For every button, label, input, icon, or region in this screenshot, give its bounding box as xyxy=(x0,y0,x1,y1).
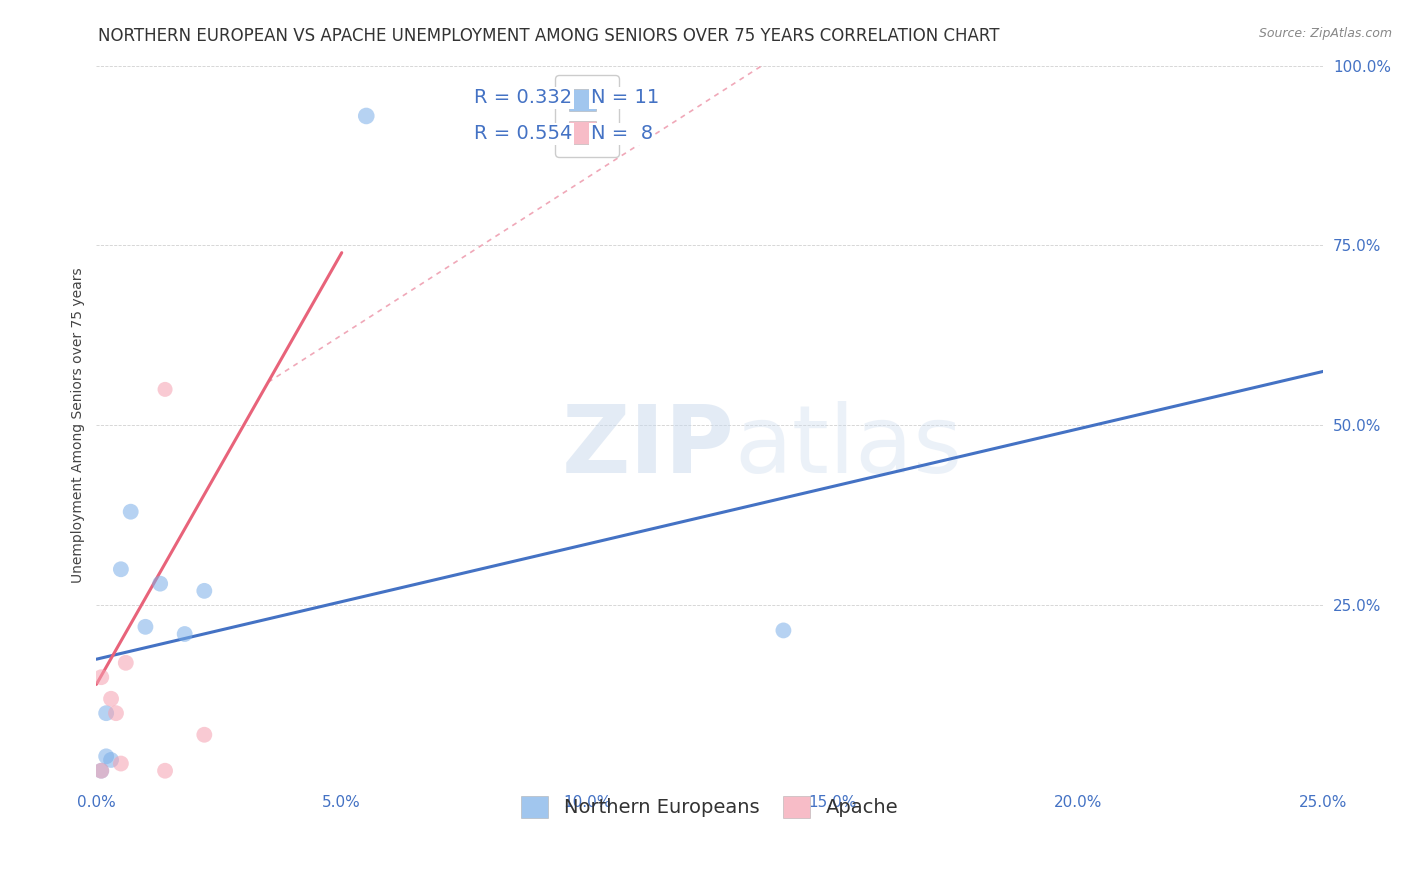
Point xyxy=(90,764,112,778)
Legend: Northern Europeans, Apache: Northern Europeans, Apache xyxy=(513,788,905,826)
Text: Source: ZipAtlas.com: Source: ZipAtlas.com xyxy=(1258,27,1392,40)
Point xyxy=(120,505,142,519)
Point xyxy=(100,753,122,767)
Text: atlas: atlas xyxy=(734,401,963,493)
Point xyxy=(772,624,794,638)
Text: R = 0.332: R = 0.332 xyxy=(474,88,572,107)
Point xyxy=(193,583,215,598)
Text: N =  8: N = 8 xyxy=(591,125,652,144)
Point xyxy=(90,670,112,684)
Text: R = 0.554: R = 0.554 xyxy=(474,125,572,144)
Point xyxy=(110,562,132,576)
Point xyxy=(96,706,118,721)
Point xyxy=(153,764,176,778)
Point xyxy=(134,620,156,634)
Point xyxy=(104,706,127,721)
Text: ZIP: ZIP xyxy=(561,401,734,493)
Point xyxy=(356,109,378,123)
Text: N = 11: N = 11 xyxy=(591,88,659,107)
Text: NORTHERN EUROPEAN VS APACHE UNEMPLOYMENT AMONG SENIORS OVER 75 YEARS CORRELATION: NORTHERN EUROPEAN VS APACHE UNEMPLOYMENT… xyxy=(98,27,1000,45)
Point xyxy=(100,691,122,706)
Point xyxy=(173,627,195,641)
Point xyxy=(149,576,172,591)
Y-axis label: Unemployment Among Seniors over 75 years: Unemployment Among Seniors over 75 years xyxy=(72,268,86,583)
Point xyxy=(110,756,132,771)
Point xyxy=(90,764,112,778)
Point xyxy=(193,728,215,742)
Point xyxy=(114,656,136,670)
Point xyxy=(153,383,176,397)
Point xyxy=(96,749,118,764)
